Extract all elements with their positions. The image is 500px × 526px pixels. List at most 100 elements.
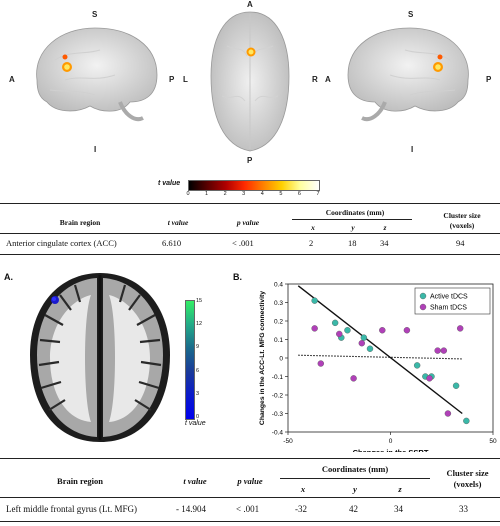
data-point-active [452,382,460,389]
t1-header-brain-region: Brain region [59,218,101,227]
data-point-active [463,417,470,425]
y-tick-label: 0.4 [274,282,283,289]
panel-a-colorbar-tick: 9 [196,344,200,351]
y-tick-label: 0.2 [274,319,283,326]
top-colorbar-tick: 7 [316,191,320,197]
orient-top-top: A [247,0,253,9]
t1-header-cluster-size: Cluster size (voxels) [443,211,481,230]
t2-header-x: x [300,484,306,494]
t1-cell-p: < .001 [232,238,254,248]
t1-cell-region: Anterior cingulate cortex (ACC) [6,238,117,248]
panel-a-colorbar-tick: 6 [196,367,200,374]
y-tick-label: 0.3 [274,300,283,307]
t2-header-coordinates: Coordinates (mm) [321,464,389,474]
data-point-active [331,319,339,327]
table2: Brain region t value p value Coordinates… [0,458,500,524]
orient-top-bottom: P [247,156,253,165]
t2-header-t-value: t value [183,476,207,486]
panel-a-colorbar-tick: 0 [196,414,200,420]
panel-a-colorbar-tick: 12 [196,321,203,328]
data-point-active [413,362,421,369]
panel-b-label: B. [233,272,242,282]
sagittal-brain-right-image [347,27,469,122]
data-point-sham [456,325,464,332]
glass-brain-figure: S A P I A L R P S A P [0,0,500,200]
data-point-sham [358,339,366,347]
panel-a-colorbar-ticks: 15 12 9 6 3 0 [196,298,216,420]
orient-left-top: S [92,10,98,19]
top-colorbar-tick: 3 [242,191,246,197]
t1-header-p-value: p value [236,218,260,227]
x-tick-label: 50 [489,438,497,445]
orient-right-left: A [325,75,331,84]
t2-header-p-value: p value [237,476,263,486]
t2-cell-t: - 14.904 [176,504,206,514]
orient-left-left: A [9,75,15,84]
t2-cell-y: 42 [349,504,358,514]
top-colorbar-tick: 1 [205,191,209,197]
top-colorbar-label: t value [158,180,181,187]
top-colorbar-tick: 5 [279,191,283,197]
y-tick-label: 0.1 [274,337,283,344]
data-point-sham [426,375,433,382]
y-axis-label: Changes in the ACC-Lt. MFG connectivity [259,291,266,425]
t2-cell-region: Left middle frontal gyrus (Lt. MFG) [6,504,137,514]
top-colorbar-ticks: 0 1 2 3 4 5 6 7 [186,191,320,199]
axial-brain-top-image [210,11,290,152]
panel-a-colorbar [185,300,195,420]
t2-header-y: y [353,484,357,494]
data-point-sham [311,325,318,332]
top-colorbar-tick: 6 [297,191,301,197]
data-point-active [366,345,374,352]
t1-cell-cluster: 94 [456,238,465,248]
top-colorbar [188,180,320,191]
data-point-sham [440,347,448,354]
panel-a-colorbar-tick: 3 [196,390,200,397]
data-point-sham [379,327,386,334]
y-tick-label: -0.1 [272,374,284,381]
t1-header-t-value: t value [167,218,189,227]
data-point-sham [317,360,325,367]
orient-right-right: P [486,75,492,84]
orient-left-right: P [169,75,175,84]
legend-marker [419,292,427,300]
t1-cell-y: 18 [348,238,357,248]
orient-top-right: R [312,75,318,84]
t1-cell-z: 34 [380,238,389,248]
data-point-sham [350,375,357,382]
data-point-sham [403,327,411,334]
t2-header-z: z [398,484,402,494]
t2-cell-cluster: 33 [459,504,468,514]
table1: Brain region t value p value Coordinates… [0,203,500,255]
data-point-active [344,327,351,334]
t1-header-z: z [383,223,387,232]
t1-header-y: y [351,223,355,232]
t1-cell-x: 2 [309,238,314,248]
orient-left-bottom: I [94,145,97,154]
legend-label: Sham tDCS [430,305,467,312]
data-point-sham [444,410,452,417]
fit-line-active [297,285,463,415]
legend-label: Active tDCS [430,294,468,301]
data-point-sham [336,330,343,338]
y-tick-label: -0.2 [272,393,284,400]
t2-header-brain-region: Brain region [57,476,103,486]
sagittal-brain-left-image [36,27,158,122]
orient-right-bottom: I [411,145,414,154]
data-point-active [360,334,368,341]
y-tick-label: -0.3 [272,411,284,418]
legend-box [414,287,491,315]
top-colorbar-tick: 4 [260,191,264,197]
orient-top-left: L [183,75,188,84]
top-colorbar-tick: 0 [186,191,190,197]
t1-header-x: x [311,223,315,232]
y-tick-label: 0 [279,356,283,363]
panel-a-colorbar-tick: 15 [196,298,203,304]
legend-marker [419,303,427,311]
panel-a-label: A. [4,272,13,282]
t2-header-cluster-size: Cluster size (voxels) [446,468,489,489]
y-tick-label: -0.4 [272,430,284,437]
data-point-sham [434,347,441,354]
x-axis-label: Changes in the SSRT [353,448,429,452]
t2-cell-p: < .001 [236,504,260,514]
